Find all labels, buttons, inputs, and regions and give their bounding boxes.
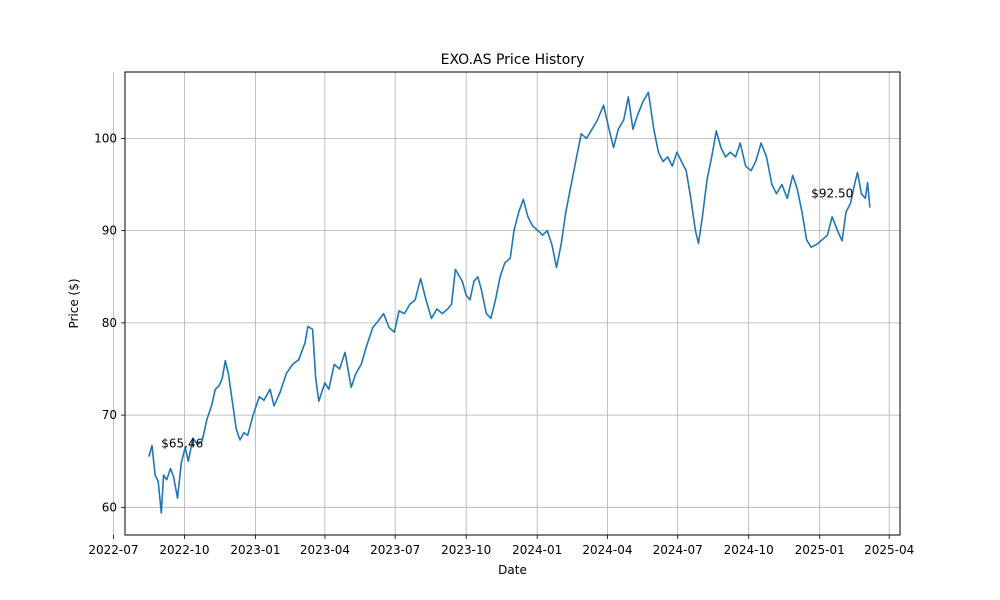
y-tick-label: 60 bbox=[102, 500, 117, 514]
y-tick-label: 70 bbox=[102, 408, 117, 422]
price-annotation: $92.50 bbox=[811, 187, 853, 201]
x-tick-label: 2025-01 bbox=[795, 543, 845, 557]
x-tick-label: 2023-07 bbox=[370, 543, 420, 557]
x-tick-label: 2023-01 bbox=[230, 543, 280, 557]
y-axis-ticks: 60 70 80 90 100 bbox=[94, 131, 125, 514]
x-tick-label: 2024-10 bbox=[724, 543, 774, 557]
chart-title: EXO.AS Price History bbox=[441, 52, 585, 68]
y-tick-label: 90 bbox=[102, 224, 117, 238]
x-tick-label: 2024-01 bbox=[512, 543, 562, 557]
y-tick-label: 100 bbox=[94, 131, 117, 145]
x-tick-label: 2024-07 bbox=[653, 543, 703, 557]
grid-lines bbox=[113, 72, 900, 535]
x-tick-label: 2023-10 bbox=[441, 543, 491, 557]
annotations: $65.46 $92.50 bbox=[161, 187, 853, 451]
x-axis-ticks: 2022-07 2022-10 2023-01 2023-04 2023-07 2023-… bbox=[88, 535, 914, 557]
x-tick-label: 2025-04 bbox=[864, 543, 914, 557]
plot-area-frame bbox=[124, 71, 901, 536]
y-axis-label: Price ($) bbox=[67, 278, 81, 328]
x-tick-label: 2022-10 bbox=[159, 543, 209, 557]
y-tick-label: 80 bbox=[102, 316, 117, 330]
price-line bbox=[148, 91, 871, 514]
x-axis-label: Date bbox=[498, 563, 527, 577]
x-tick-label: 2024-04 bbox=[582, 543, 632, 557]
price-annotation: $65.46 bbox=[161, 437, 203, 451]
x-tick-label: 2022-07 bbox=[88, 543, 138, 557]
x-tick-label: 2023-04 bbox=[300, 543, 350, 557]
series-layer bbox=[148, 91, 871, 514]
